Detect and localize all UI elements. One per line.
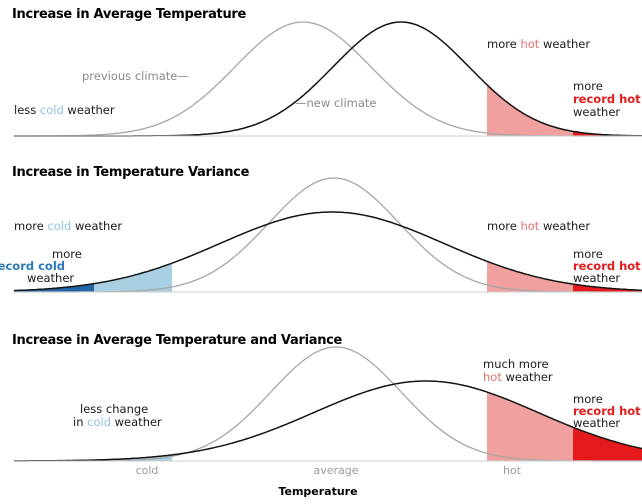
panel-average-and-variance: Increase in Average Temperature and Vari… [12,333,642,498]
record-hot-label-line3: weather [573,271,620,285]
previous-climate-curve [14,177,642,293]
record-hot-label-line3: weather [573,105,620,119]
new-climate-curve [14,380,642,462]
axis-tick-hot: hot [503,464,522,477]
hot-weather-zone [487,392,573,461]
new-climate-curve [13,211,642,292]
panel-title: Increase in Average Temperature and Vari… [12,333,343,348]
axis-tick-average: average [313,464,358,477]
axis-title: Temperature [278,485,357,498]
record-cold-label-line1: more [52,247,82,261]
record-hot-zone [573,131,642,136]
record-cold-label-line2: record cold [0,259,65,273]
axis-tick-cold: cold [136,464,159,477]
less-cold-weather-label: less cold weather [14,103,115,117]
more-hot-weather-label: more hot weather [487,219,590,233]
record-hot-label-line1: more [573,392,603,406]
record-hot-label-line2: record hot [573,404,641,418]
record-hot-label-line1: more [573,247,603,261]
record-cold-label-line3: weather [27,271,74,285]
record-hot-zone [573,427,642,461]
panel-title: Increase in Average Temperature [12,7,247,22]
more-cold-weather-label: more cold weather [14,219,122,233]
record-hot-label-line3: weather [573,416,620,430]
less-change-label-line2: in cold weather [73,415,162,429]
record-hot-label-line2: record hot [573,92,641,106]
panel-title: Increase in Temperature Variance [12,165,250,180]
much-more-label-line1: much more [483,357,549,371]
panel-variance-increase: Increase in Temperature Variance more co… [0,165,642,293]
much-more-label-line2: hot weather [483,370,553,384]
previous-climate-label: previous climate— [82,69,189,83]
less-change-label-line1: less change [80,402,148,416]
record-hot-label-line1: more [573,79,603,93]
panel-average-shift: Increase in Average Temperature previous… [12,7,642,137]
record-hot-label-line2: record hot [573,259,641,273]
new-climate-label: —new climate [295,96,376,110]
more-hot-weather-label: more hot weather [487,37,590,51]
hot-weather-zone [487,84,573,136]
